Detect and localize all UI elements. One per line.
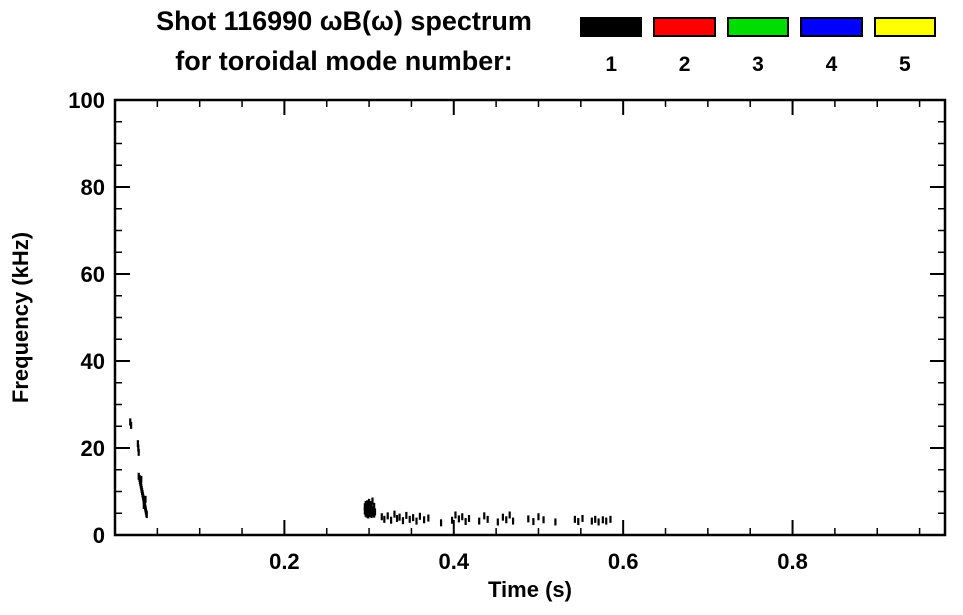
legend-numbers: 1 2 3 4 5: [580, 53, 936, 77]
data-point: [508, 511, 511, 519]
data-point: [454, 511, 457, 519]
data-point: [366, 500, 369, 508]
legend-number-2: 2: [678, 53, 691, 76]
data-point: [405, 511, 408, 519]
data-point: [423, 516, 426, 524]
data-point: [367, 504, 370, 512]
data-point: [597, 518, 600, 526]
data-point: [450, 516, 454, 524]
data-point: [457, 515, 460, 523]
data-point: [505, 516, 508, 524]
y-axis-title: Frequency (kHz): [8, 232, 33, 403]
data-point: [461, 513, 464, 521]
data-point: [371, 497, 374, 505]
data-point: [393, 510, 396, 518]
x-tick-label: 0.4: [438, 549, 469, 574]
figure-title: Shot 116990 ωB(ω) spectrum: [156, 6, 532, 36]
data-point: [398, 513, 401, 521]
legend-number-3: 3: [752, 53, 764, 76]
plot-frame: [113, 98, 947, 537]
data-point: [478, 517, 481, 525]
x-tick-label: 0.6: [608, 549, 639, 574]
data-point: [511, 517, 515, 525]
data-point: [590, 517, 593, 525]
data-point: [383, 515, 386, 523]
data-point: [464, 518, 467, 526]
data-point: [408, 515, 411, 523]
data-point: [501, 513, 504, 521]
legend-swatch-3: [726, 17, 790, 37]
data-point: [554, 518, 557, 526]
spectrogram-plot: 0.2 0.4 0.6 0.8 0 20 40 60 80 100 Time (s) Frequenc…: [8, 90, 947, 602]
data-point: [412, 514, 415, 522]
data-point: [145, 511, 148, 519]
y-tick-label: 20: [81, 436, 105, 461]
data-point: [364, 501, 367, 509]
data-point: [415, 517, 418, 525]
data-point: [605, 517, 608, 525]
y-tick-label: 0: [93, 523, 105, 548]
y-tick-label: 80: [81, 175, 105, 200]
legend-number-4: 4: [825, 53, 838, 76]
data-point: [386, 512, 389, 520]
data-point: [573, 515, 576, 523]
data-point: [373, 502, 376, 510]
data-point: [395, 514, 399, 522]
legend-swatches: [580, 17, 937, 37]
data-point: [486, 515, 489, 523]
data-point: [542, 516, 545, 524]
data-point: [577, 518, 580, 526]
data-point: [581, 514, 584, 522]
legend-swatch-1: [580, 17, 643, 37]
data-point: [370, 503, 373, 511]
data-point: [380, 513, 383, 521]
x-axis-title: Time (s): [488, 577, 572, 602]
data-point: [373, 508, 377, 516]
x-tick-label: 0.8: [777, 549, 808, 574]
data-point: [439, 519, 443, 527]
data-point: [537, 513, 540, 521]
data-point: [140, 475, 143, 483]
data-point: [390, 516, 393, 524]
legend-number-1: 1: [605, 53, 618, 76]
legend-swatch-5: [873, 17, 937, 37]
data-point: [527, 515, 530, 523]
data-point: [609, 515, 612, 523]
data-point: [129, 421, 133, 429]
y-tick-label: 60: [81, 262, 105, 287]
y-tick-label: 40: [81, 349, 105, 374]
data-point: [144, 495, 147, 503]
data-point: [467, 514, 471, 522]
data-point: [137, 448, 140, 456]
figure-subtitle: for toroidal mode number:: [175, 46, 513, 76]
data-point: [137, 444, 140, 452]
data-point: [418, 512, 421, 520]
x-tick-label: 0.2: [269, 549, 300, 574]
legend-swatch-4: [800, 17, 863, 37]
data-point: [427, 514, 430, 522]
data-point: [483, 512, 486, 520]
data-point: [401, 517, 405, 525]
data-point: [367, 498, 371, 506]
data-point: [136, 440, 139, 448]
data-point: [532, 518, 535, 526]
legend-swatch-2: [653, 17, 716, 37]
data-point: [594, 515, 597, 523]
data-point: [601, 516, 604, 524]
y-tick-label: 100: [68, 90, 105, 113]
legend-number-5: 5: [898, 53, 911, 76]
data-point: [496, 518, 499, 526]
